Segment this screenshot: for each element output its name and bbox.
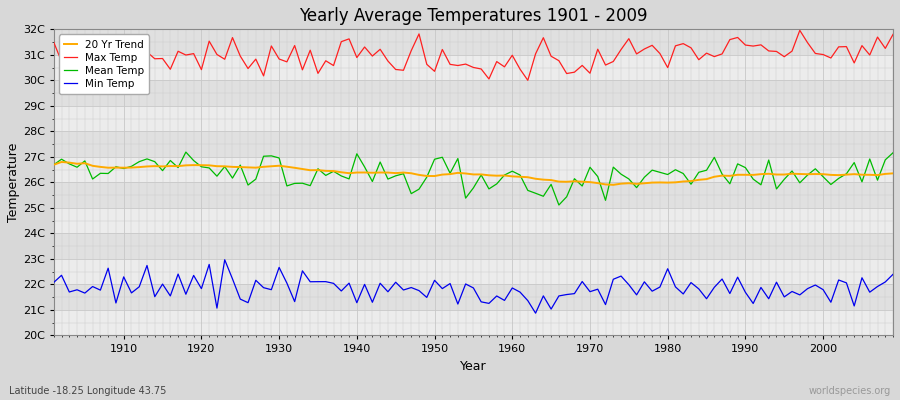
20 Yr Trend [336, 170, 346, 175]
Bar [54, 157, 893, 182]
Mean Temp [616, 172, 626, 176]
Max Temp [608, 59, 618, 64]
Max Temp [111, 45, 122, 50]
20 Yr Trend [616, 181, 626, 186]
Min Temp [49, 280, 59, 285]
Min Temp [220, 257, 230, 262]
Max Temp [887, 32, 898, 37]
20 Yr Trend [56, 160, 67, 164]
Y-axis label: Temperature: Temperature [7, 143, 20, 222]
Bar [54, 310, 893, 336]
Bar [54, 284, 893, 310]
Mean Temp [515, 173, 526, 178]
Text: Latitude -18.25 Longitude 43.75: Latitude -18.25 Longitude 43.75 [9, 386, 166, 396]
Bar [54, 182, 893, 208]
Max Temp [49, 40, 59, 45]
20 Yr Trend [887, 171, 898, 176]
Mean Temp [289, 181, 300, 186]
Max Temp [507, 53, 517, 58]
Mean Temp [49, 162, 59, 167]
Max Temp [522, 78, 533, 83]
Bar [54, 131, 893, 157]
Bar [54, 29, 893, 55]
Max Temp [328, 63, 339, 68]
Line: Min Temp: Min Temp [54, 260, 893, 313]
Bar [54, 55, 893, 80]
Title: Yearly Average Temperatures 1901 - 2009: Yearly Average Temperatures 1901 - 2009 [299, 7, 648, 25]
Line: 20 Yr Trend: 20 Yr Trend [54, 162, 893, 185]
20 Yr Trend [49, 162, 59, 167]
Min Temp [289, 299, 300, 304]
Bar [54, 259, 893, 284]
Min Temp [515, 290, 526, 294]
Max Temp [282, 60, 292, 64]
Bar [54, 234, 893, 259]
Min Temp [616, 274, 626, 278]
Min Temp [507, 286, 517, 290]
X-axis label: Year: Year [460, 360, 487, 373]
20 Yr Trend [118, 165, 129, 170]
Min Temp [111, 300, 122, 305]
20 Yr Trend [507, 174, 517, 179]
Min Temp [336, 288, 346, 293]
20 Yr Trend [289, 166, 300, 170]
Max Temp [795, 28, 806, 33]
Mean Temp [507, 169, 517, 174]
Max Temp [500, 64, 510, 69]
Line: Mean Temp: Mean Temp [54, 152, 893, 205]
Bar [54, 208, 893, 234]
Bar [54, 80, 893, 106]
Mean Temp [336, 174, 346, 178]
Mean Temp [181, 150, 192, 154]
Bar [54, 106, 893, 131]
Min Temp [530, 311, 541, 316]
Mean Temp [554, 203, 564, 208]
Legend: 20 Yr Trend, Max Temp, Mean Temp, Min Temp: 20 Yr Trend, Max Temp, Mean Temp, Min Te… [59, 34, 149, 94]
Mean Temp [111, 164, 122, 169]
Line: Max Temp: Max Temp [54, 30, 893, 80]
20 Yr Trend [515, 174, 526, 179]
20 Yr Trend [608, 182, 618, 187]
Mean Temp [887, 150, 898, 155]
Text: worldspecies.org: worldspecies.org [809, 386, 891, 396]
Min Temp [887, 272, 898, 277]
